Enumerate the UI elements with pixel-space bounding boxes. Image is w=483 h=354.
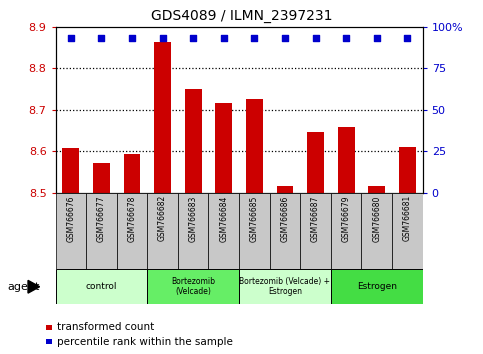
Point bbox=[312, 35, 319, 41]
Text: Bortezomib (Velcade) +
Estrogen: Bortezomib (Velcade) + Estrogen bbox=[240, 277, 330, 296]
Bar bbox=[307, 132, 324, 193]
Bar bbox=[56, 193, 86, 269]
Text: transformed count: transformed count bbox=[57, 322, 154, 332]
Bar bbox=[338, 127, 355, 193]
Bar bbox=[56, 269, 147, 304]
Bar bbox=[246, 99, 263, 193]
Point bbox=[251, 35, 258, 41]
Bar bbox=[117, 193, 147, 269]
Bar bbox=[239, 269, 331, 304]
Point bbox=[128, 35, 136, 41]
Text: GSM766681: GSM766681 bbox=[403, 195, 412, 241]
Text: Estrogen: Estrogen bbox=[357, 282, 397, 291]
Bar bbox=[185, 89, 201, 193]
Bar bbox=[239, 193, 270, 269]
Bar bbox=[147, 269, 239, 304]
Point bbox=[281, 35, 289, 41]
Bar bbox=[154, 42, 171, 193]
Bar bbox=[300, 193, 331, 269]
Bar bbox=[147, 193, 178, 269]
Bar bbox=[62, 148, 79, 193]
Bar bbox=[178, 193, 209, 269]
Text: GSM766677: GSM766677 bbox=[97, 195, 106, 242]
Point bbox=[220, 35, 227, 41]
Text: percentile rank within the sample: percentile rank within the sample bbox=[57, 337, 232, 347]
Bar bbox=[399, 147, 416, 193]
Text: GSM766685: GSM766685 bbox=[250, 195, 259, 241]
Text: GSM766683: GSM766683 bbox=[189, 195, 198, 241]
Text: GSM766687: GSM766687 bbox=[311, 195, 320, 241]
Text: control: control bbox=[85, 282, 117, 291]
Bar bbox=[369, 186, 385, 193]
Point bbox=[67, 35, 75, 41]
Text: GSM766676: GSM766676 bbox=[66, 195, 75, 242]
Point bbox=[189, 35, 197, 41]
Point bbox=[373, 35, 381, 41]
Text: GSM766682: GSM766682 bbox=[158, 195, 167, 241]
Bar bbox=[93, 163, 110, 193]
Bar bbox=[331, 193, 361, 269]
Bar bbox=[209, 193, 239, 269]
Bar bbox=[270, 193, 300, 269]
Point bbox=[98, 35, 105, 41]
Text: GSM766686: GSM766686 bbox=[281, 195, 289, 241]
Text: GSM766679: GSM766679 bbox=[341, 195, 351, 242]
Point bbox=[159, 35, 167, 41]
Bar bbox=[361, 193, 392, 269]
Text: GSM766678: GSM766678 bbox=[128, 195, 137, 241]
Text: GSM766684: GSM766684 bbox=[219, 195, 228, 241]
Point bbox=[342, 35, 350, 41]
Bar bbox=[331, 269, 423, 304]
Text: GSM766680: GSM766680 bbox=[372, 195, 381, 241]
Bar bbox=[392, 193, 423, 269]
Text: Bortezomib
(Velcade): Bortezomib (Velcade) bbox=[171, 277, 215, 296]
Bar bbox=[215, 103, 232, 193]
Bar bbox=[277, 186, 293, 193]
Bar bbox=[124, 154, 141, 193]
Bar bbox=[86, 193, 117, 269]
Point bbox=[403, 35, 411, 41]
Text: GDS4089 / ILMN_2397231: GDS4089 / ILMN_2397231 bbox=[151, 9, 332, 23]
Text: agent: agent bbox=[7, 282, 40, 292]
